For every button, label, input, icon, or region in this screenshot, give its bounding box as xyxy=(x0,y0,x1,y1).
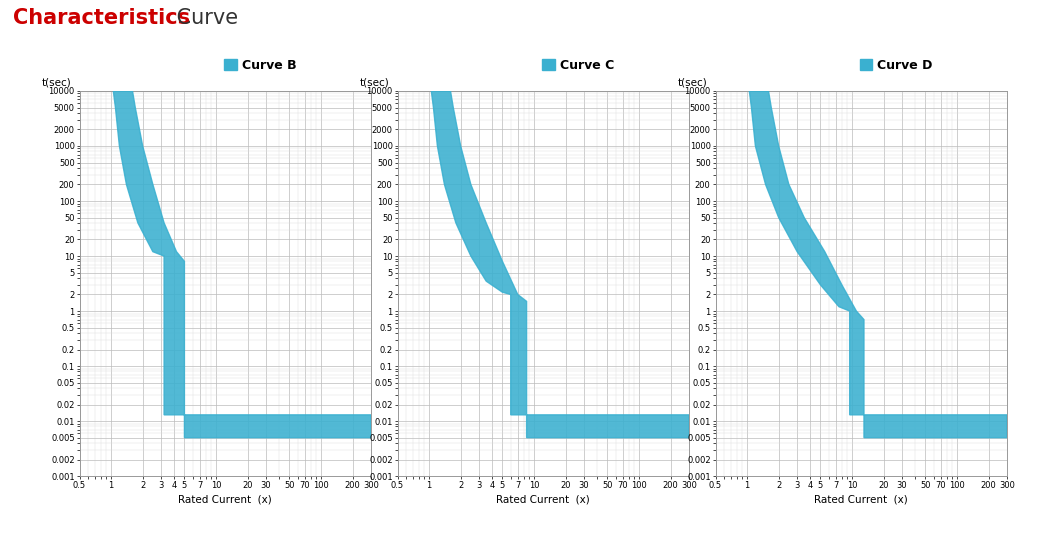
Legend: Curve B: Curve B xyxy=(224,59,297,72)
Text: t(sec): t(sec) xyxy=(41,77,71,87)
X-axis label: Rated Current  (x): Rated Current (x) xyxy=(178,494,272,504)
Polygon shape xyxy=(749,91,1007,438)
Polygon shape xyxy=(113,91,371,438)
X-axis label: Rated Current  (x): Rated Current (x) xyxy=(814,494,908,504)
Text: Curve: Curve xyxy=(170,8,237,28)
Text: Characteristics: Characteristics xyxy=(13,8,190,28)
Text: t(sec): t(sec) xyxy=(359,77,389,87)
Polygon shape xyxy=(431,91,689,438)
Text: t(sec): t(sec) xyxy=(677,77,707,87)
Legend: Curve D: Curve D xyxy=(860,59,933,72)
X-axis label: Rated Current  (x): Rated Current (x) xyxy=(496,494,590,504)
Legend: Curve C: Curve C xyxy=(543,59,614,72)
